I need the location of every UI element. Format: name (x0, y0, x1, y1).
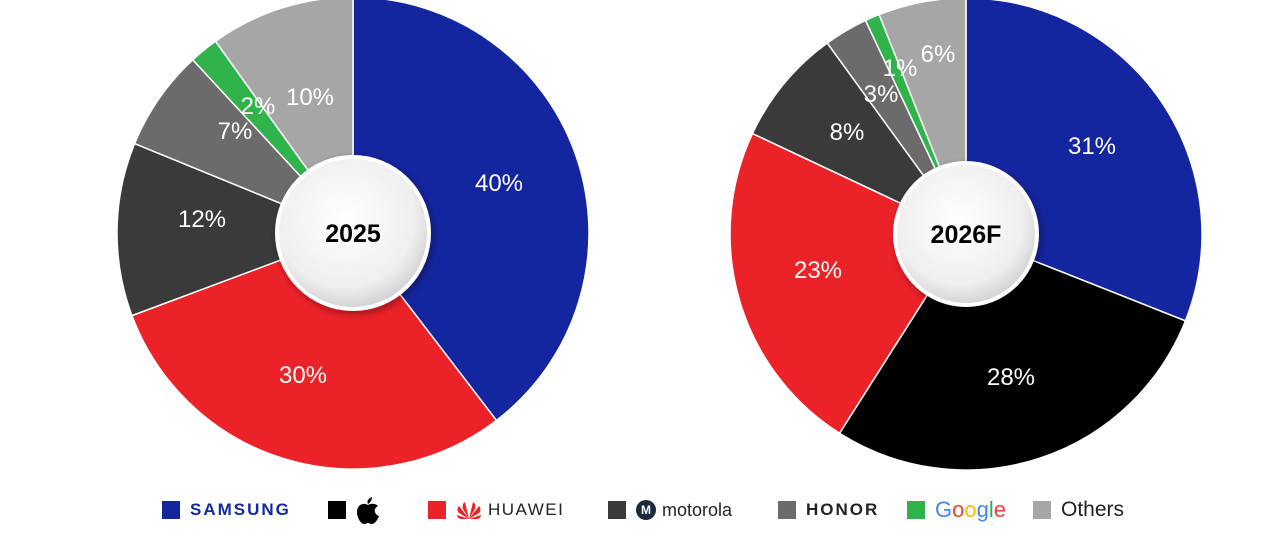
pie-data-label-huawei: 30% (279, 362, 327, 389)
legend-label-motorola: motorola (662, 499, 733, 520)
pie-slice-apple (838, 233, 1187, 471)
legend-swatch-google (907, 501, 925, 519)
google-letter: o (964, 497, 977, 522)
legend-label-huawei: HUAWEI (488, 500, 565, 519)
legend-swatch-huawei (428, 501, 446, 519)
motorola-logo-icon (636, 500, 656, 520)
legend-swatch-samsung (162, 501, 180, 519)
legend-label-google: Google (935, 497, 1006, 523)
legend-item-huawei: HUAWEI (428, 490, 564, 530)
pie-center-hub (893, 161, 1039, 307)
pie-data-label-honor: 3% (864, 81, 899, 108)
legend-item-motorola: motorola (608, 490, 732, 530)
pie-data-label-huawei: 23% (794, 257, 842, 284)
legend-swatch-others (1033, 501, 1051, 519)
legend-item-samsung: SAMSUNG (162, 490, 291, 530)
pie-center-label: 2026F (931, 221, 1002, 249)
google-letter: e (993, 497, 1007, 522)
pie-data-label-others: 10% (286, 84, 334, 111)
pie-data-label-motorola: 8% (830, 119, 865, 146)
legend-label-others: Others (1061, 498, 1125, 521)
legend-swatch-honor (778, 501, 796, 519)
google-letter: G (935, 497, 953, 522)
legend: SAMSUNG HUAWEI (0, 490, 1280, 530)
google-letter: l (988, 497, 994, 522)
pie-slice-samsung (352, 0, 590, 422)
pie-chart-2026f: 2026F 31% 28% 23% 8% 3%1%6% (729, 0, 1203, 471)
legend-label-samsung: SAMSUNG (190, 500, 291, 519)
pie-data-label-samsung: 40% (475, 170, 523, 197)
pie-data-label-motorola: 12% (178, 206, 226, 233)
pie-data-label-samsung: 31% (1068, 133, 1116, 160)
pie-center-hub (275, 155, 431, 311)
pie-data-label-google: 2% (241, 93, 276, 120)
pie-slice-huawei (130, 232, 498, 470)
pie-data-label-honor: 7% (218, 118, 253, 145)
legend-item-others: Others (1033, 490, 1124, 530)
pie-data-label-others: 6% (921, 41, 956, 68)
google-letter: o (952, 497, 965, 522)
legend-label-honor: HONOR (806, 500, 880, 519)
pie-center-label: 2025 (325, 220, 381, 248)
legend-swatch-motorola (608, 501, 626, 519)
google-letter: g (976, 497, 989, 522)
legend-item-apple (328, 490, 379, 530)
legend-swatch-apple (328, 501, 346, 519)
legend-item-honor: HONOR (778, 490, 879, 530)
legend-item-google: Google (907, 490, 1006, 530)
pie-slice-motorola (116, 142, 356, 317)
pie-data-label-apple: 28% (987, 364, 1035, 391)
pie-chart-2025: 2025 40% 30% 12% 7%2% 10% (116, 0, 590, 470)
huawei-logo-icon (456, 500, 482, 520)
pie-data-label-google: 1% (883, 55, 918, 82)
apple-logo-icon (356, 497, 379, 524)
